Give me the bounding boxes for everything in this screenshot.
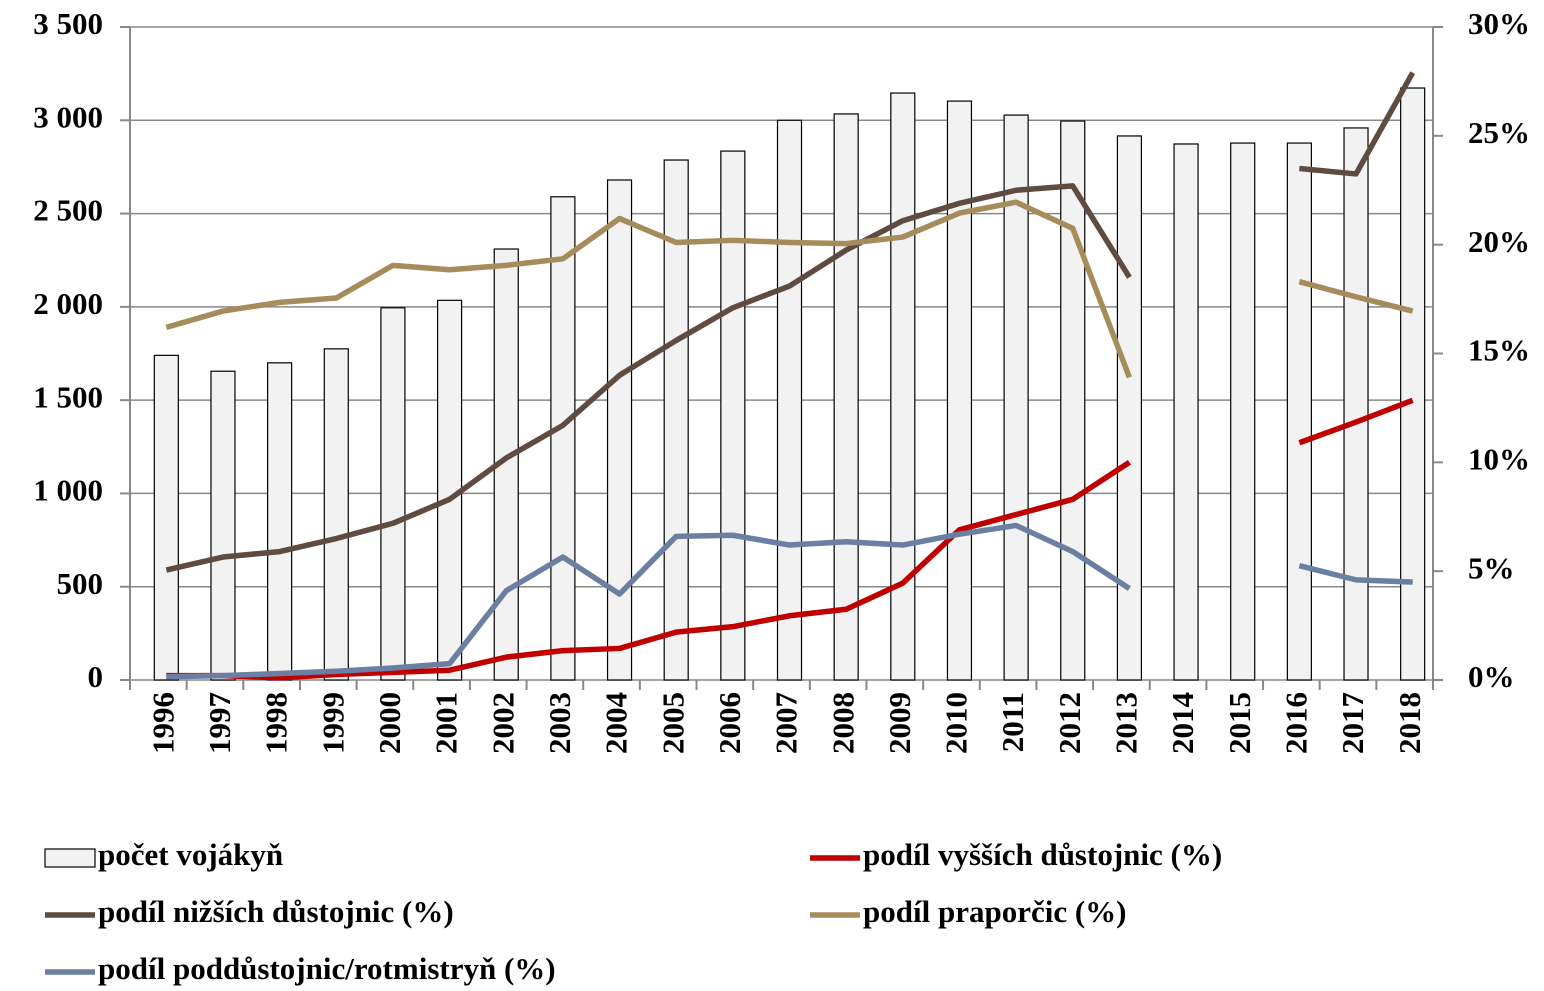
bar: [153, 354, 179, 681]
bar: [267, 362, 293, 681]
y2-tick-label: 20%: [1468, 224, 1530, 259]
y2-tick-label: 30%: [1468, 6, 1530, 41]
x-tick-label: 2016: [1278, 692, 1313, 754]
y2-tick-label: 0%: [1468, 659, 1515, 694]
y-tick-label: 0: [88, 659, 104, 694]
bar: [720, 150, 746, 681]
y2-tick-label: 25%: [1468, 115, 1530, 150]
line: [166, 460, 1131, 681]
bar: [1173, 143, 1199, 681]
bar: [890, 92, 916, 681]
legend-label: podíl nižších důstojnic (%): [98, 894, 454, 929]
bar: [663, 159, 689, 681]
x-tick-label: 2009: [882, 692, 917, 754]
x-tick-label: 2005: [655, 692, 690, 754]
bar: [1060, 120, 1086, 681]
bar: [606, 179, 633, 681]
line: [166, 522, 1131, 680]
line: [1299, 71, 1416, 177]
bar: [1286, 142, 1312, 681]
y-tick-label: 1 500: [33, 379, 103, 414]
x-tick-label: 2003: [542, 692, 577, 754]
line: [165, 183, 1132, 573]
x-tick-label: 2012: [1052, 692, 1087, 754]
bar: [776, 119, 803, 681]
bar: [833, 113, 859, 681]
legend-label: počet vojákyň: [98, 837, 283, 872]
x-tick-label: 2010: [939, 692, 974, 754]
x-tick-label: 2006: [712, 692, 747, 754]
line: [165, 199, 1132, 379]
y-tick-label: 3 500: [33, 6, 103, 41]
x-tick-label: 1997: [202, 692, 237, 754]
y2-tick-label: 15%: [1468, 333, 1530, 368]
y-tick-label: 2 500: [33, 193, 103, 228]
bar: [1116, 135, 1143, 681]
bar: [946, 100, 973, 681]
x-tick-label: 2014: [1165, 692, 1200, 754]
bar: [210, 370, 236, 681]
legend-swatch: [44, 848, 96, 868]
bar: [1343, 127, 1369, 681]
y2-tick-label: 10%: [1468, 441, 1530, 476]
x-tick-label: 2015: [1222, 692, 1257, 754]
bar: [1400, 87, 1426, 681]
legend-label: podíl poddůstojnic/rotmistryň (%): [98, 951, 556, 986]
bar: [380, 307, 406, 681]
x-tick-label: 2013: [1109, 692, 1144, 754]
x-tick-label: 2001: [429, 692, 464, 754]
y-tick-label: 1 000: [33, 473, 103, 508]
x-tick-label: 2000: [372, 692, 407, 754]
x-tick-label: 2004: [599, 692, 634, 754]
x-tick-label: 1996: [145, 692, 180, 754]
bar: [323, 348, 349, 681]
bar: [1003, 114, 1029, 681]
line: [1298, 397, 1414, 446]
x-tick-label: 1999: [315, 692, 350, 754]
x-tick-label: 2002: [485, 692, 520, 754]
x-tick-label: 2018: [1392, 692, 1427, 754]
y-tick-label: 500: [57, 566, 104, 601]
legend-label: podíl praporčic (%): [863, 894, 1127, 929]
x-tick-label: 2008: [825, 692, 860, 754]
bar: [550, 196, 576, 681]
line: [1298, 563, 1413, 585]
legend-label: podíl vyšších důstojnic (%): [863, 837, 1222, 872]
line: [1298, 279, 1414, 314]
x-tick-label: 2007: [769, 692, 804, 754]
x-tick-label: 2017: [1335, 692, 1370, 754]
bar: [1230, 142, 1256, 681]
x-tick-label: 2011: [995, 692, 1030, 752]
x-tick-label: 1998: [259, 692, 294, 754]
y2-tick-label: 5%: [1468, 550, 1515, 585]
y-tick-label: 2 000: [33, 286, 103, 321]
y-tick-label: 3 000: [33, 99, 103, 134]
